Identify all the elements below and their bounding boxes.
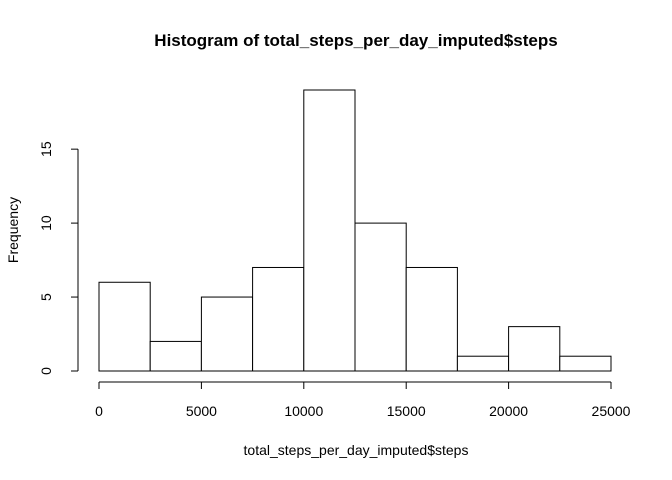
x-tick-label: 10000 xyxy=(284,403,323,419)
y-tick-label: 15 xyxy=(38,141,54,157)
histogram-bar xyxy=(149,340,202,372)
histogram-bar xyxy=(98,281,151,372)
x-tick-label: 5000 xyxy=(186,403,217,419)
histogram-bar xyxy=(354,222,407,372)
histogram-bar xyxy=(508,326,561,372)
bars-group xyxy=(98,89,612,372)
histogram-bar xyxy=(200,296,254,372)
x-tick-label: 15000 xyxy=(387,403,426,419)
y-tick-label: 5 xyxy=(38,293,54,301)
histogram-bar xyxy=(405,266,458,372)
x-tick-label: 20000 xyxy=(489,403,528,419)
histogram-bar xyxy=(559,355,612,372)
x-axis-label: total_steps_per_day_imputed$steps xyxy=(244,442,469,458)
y-axis: 0 5 10 15 xyxy=(38,141,79,375)
histogram-bar xyxy=(456,355,510,372)
histogram-bar xyxy=(303,89,356,372)
x-tick-label: 0 xyxy=(95,403,103,419)
y-tick-label: 10 xyxy=(38,215,54,231)
x-axis: 0 5000 10000 15000 20000 25000 xyxy=(95,381,631,419)
y-tick-label: 0 xyxy=(38,367,54,375)
histogram-bar xyxy=(252,266,305,372)
x-tick-label: 25000 xyxy=(592,403,631,419)
y-axis-label: Frequency xyxy=(5,197,21,263)
chart-title: Histogram of total_steps_per_day_imputed… xyxy=(154,31,557,50)
